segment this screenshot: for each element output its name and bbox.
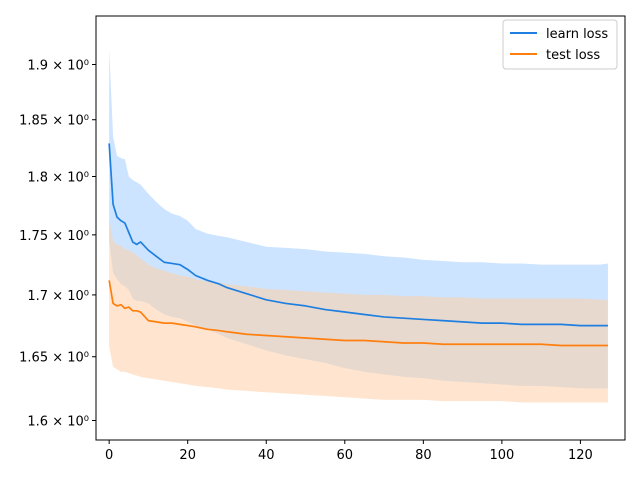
y-tick-label: 1.65 × 10⁰ <box>19 351 89 366</box>
confidence-bands <box>109 48 608 403</box>
x-axis-ticks: 0 20 40 60 80 100 120 <box>105 440 593 463</box>
y-tick-label: 1.6 × 10⁰ <box>27 414 89 429</box>
x-tick-label: 0 <box>105 448 113 463</box>
test-loss-line <box>108 280 608 347</box>
plot-frame <box>95 15 626 441</box>
series-lines <box>108 143 608 347</box>
y-tick-label: 1.7 × 10⁰ <box>27 289 89 304</box>
legend-label-test-loss: test loss <box>546 48 600 63</box>
x-tick-label: 100 <box>489 448 514 463</box>
learn-loss-line <box>108 143 608 327</box>
y-tick-label: 1.85 × 10⁰ <box>19 114 89 129</box>
y-tick-label: 1.8 × 10⁰ <box>27 170 89 185</box>
y-tick-label: 1.75 × 10⁰ <box>19 229 89 244</box>
x-tick-label: 60 <box>337 448 354 463</box>
x-tick-label: 120 <box>568 448 593 463</box>
x-tick-label: 20 <box>179 448 196 463</box>
x-tick-label: 40 <box>258 448 275 463</box>
test-loss-band <box>109 218 608 403</box>
y-tick-label: 1.9 × 10⁰ <box>27 58 89 73</box>
legend-label-learn-loss: learn loss <box>546 27 608 42</box>
legend: learn loss test loss <box>502 19 618 70</box>
x-tick-label: 80 <box>415 448 432 463</box>
y-axis-ticks: 1.6 × 10⁰ 1.65 × 10⁰ 1.7 × 10⁰ 1.75 × 10⁰ 1.… <box>19 58 96 429</box>
